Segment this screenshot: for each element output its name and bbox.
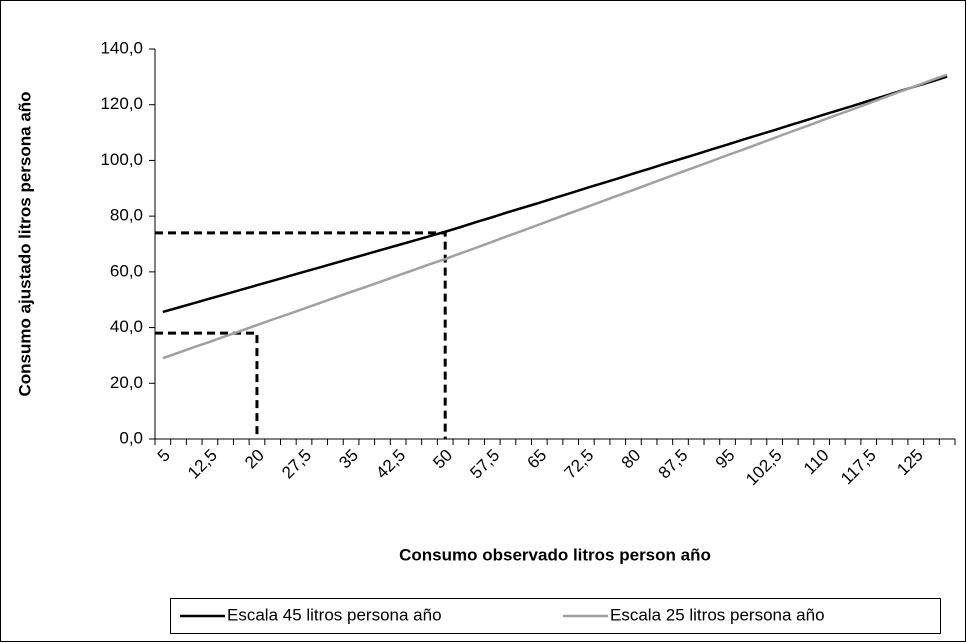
x-axis-title: Consumo observado litros person año	[399, 545, 711, 564]
series-line	[162, 75, 948, 314]
series-line	[162, 73, 948, 360]
y-tick-label: 140,0	[100, 38, 143, 57]
legend-box	[170, 598, 941, 634]
guide-line	[155, 331, 259, 439]
y-tick-label: 120,0	[100, 94, 143, 113]
y-tick-label: 80,0	[110, 206, 143, 225]
y-tick-label: 40,0	[110, 317, 143, 336]
y-tick-label: 100,0	[100, 150, 143, 169]
y-tick-label: 0,0	[119, 428, 143, 447]
y-axis-title: Consumo ajustado litros persona año	[15, 91, 34, 396]
y-tick-label: 60,0	[110, 261, 143, 280]
y-tick-label: 20,0	[110, 373, 143, 392]
legend-label: Escala 45 litros persona año	[227, 605, 442, 624]
legend-label: Escala 25 litros persona año	[610, 605, 825, 624]
